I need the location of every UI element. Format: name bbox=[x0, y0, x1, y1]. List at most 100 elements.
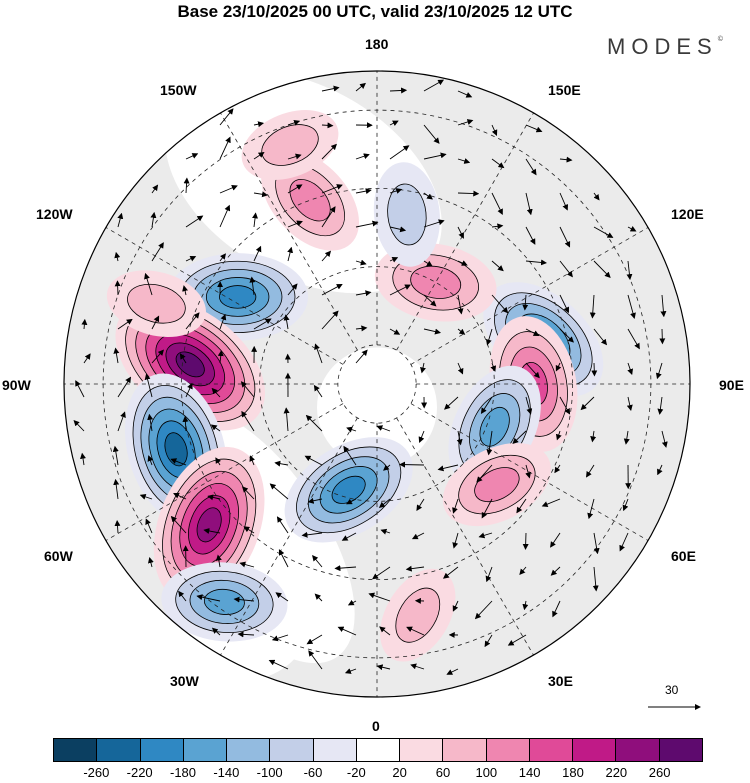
wind-arrow bbox=[147, 557, 154, 568]
wind-arrow bbox=[253, 318, 272, 330]
wind-arrow bbox=[457, 190, 480, 197]
colorbar-bin bbox=[486, 739, 530, 761]
wind-arrow bbox=[355, 82, 366, 92]
wind-arrow bbox=[661, 430, 668, 448]
anomaly-contour bbox=[218, 285, 257, 309]
wind-arrow bbox=[252, 212, 259, 228]
wind-arrow bbox=[321, 184, 343, 194]
wind-arrow bbox=[117, 212, 124, 228]
wind-arrow bbox=[525, 396, 533, 415]
wind-arrow bbox=[185, 312, 200, 330]
wind-arrow bbox=[623, 430, 630, 445]
wind-arrow bbox=[559, 192, 569, 211]
wind-arrow bbox=[383, 464, 391, 471]
wind-arrow bbox=[287, 283, 298, 296]
wind-arrow bbox=[341, 532, 357, 541]
wind-arrow bbox=[185, 255, 197, 262]
wind-arrow bbox=[249, 276, 256, 296]
wind-arrow bbox=[253, 151, 265, 160]
wind-arrow bbox=[287, 153, 302, 160]
anomaly-contour bbox=[203, 588, 245, 615]
wind-arrow bbox=[355, 290, 372, 297]
wind-arrow bbox=[344, 668, 357, 674]
wind-arrow bbox=[274, 460, 289, 467]
colorbar-tick-label: 220 bbox=[605, 765, 628, 780]
wind-arrow bbox=[627, 226, 637, 232]
wind-arrow bbox=[516, 498, 527, 514]
colorbar-tick-label: -60 bbox=[303, 765, 323, 780]
wind-arrow bbox=[593, 328, 608, 346]
colorbar-tick-label: 180 bbox=[562, 765, 584, 780]
wind-arrow bbox=[170, 515, 187, 534]
wind-arrow bbox=[233, 596, 255, 603]
wind-arrow bbox=[114, 280, 121, 296]
wind-arrow bbox=[313, 384, 323, 398]
wind-arrow bbox=[590, 430, 597, 443]
wind-arrow bbox=[593, 260, 611, 279]
wind-arrow bbox=[474, 600, 493, 620]
wind-arrow bbox=[346, 426, 357, 433]
colorbar-bin bbox=[183, 739, 228, 761]
colorbar-tick-label: -260 bbox=[83, 765, 110, 780]
wind-arrow bbox=[389, 120, 399, 126]
wind-arrow bbox=[485, 328, 493, 346]
wind-arrow bbox=[219, 185, 238, 194]
wind-arrow bbox=[655, 362, 663, 380]
lon-label-0: 0 bbox=[372, 718, 380, 734]
wind-arrow bbox=[219, 108, 234, 126]
colorbar-bin bbox=[356, 739, 401, 761]
colorbar-bin bbox=[659, 739, 702, 761]
lon-label-150w: 150W bbox=[160, 82, 197, 98]
wind-arrow bbox=[627, 294, 636, 319]
lon-label-30e: 30E bbox=[548, 673, 573, 689]
wind-arrow bbox=[314, 593, 323, 602]
wind-arrow bbox=[593, 192, 600, 201]
lon-label-30w: 30W bbox=[170, 673, 199, 689]
wind-arrow bbox=[410, 663, 425, 670]
wind-arrow bbox=[75, 380, 85, 398]
colorbar-tick-label: -140 bbox=[213, 765, 240, 780]
wind-arrow bbox=[182, 285, 188, 296]
wind-arrow bbox=[660, 294, 667, 318]
wind-arrow bbox=[657, 464, 663, 476]
wind-arrow bbox=[452, 600, 459, 612]
map-disc-border bbox=[63, 70, 691, 698]
wind-arrow bbox=[151, 349, 164, 364]
wind-arrow bbox=[452, 532, 459, 549]
colorbar-bin bbox=[400, 739, 444, 761]
wind-arrow bbox=[481, 498, 493, 519]
wind-arrow bbox=[491, 260, 504, 272]
meridian bbox=[105, 227, 344, 365]
wind-arrow bbox=[83, 353, 91, 364]
wind-arrow bbox=[423, 152, 447, 160]
positive-anomaly-hawaii bbox=[241, 110, 339, 180]
wind-arrow bbox=[217, 350, 224, 364]
polar-map bbox=[63, 70, 701, 710]
wind-arrow bbox=[491, 124, 498, 136]
wind-arrow bbox=[593, 226, 614, 238]
lon-label-60w: 60W bbox=[44, 548, 73, 564]
colorbar-tick-label: -20 bbox=[346, 765, 366, 780]
wind-arrow bbox=[283, 407, 290, 432]
wind-arrow bbox=[444, 396, 459, 410]
wind-arrow bbox=[619, 532, 629, 552]
wind-arrow bbox=[593, 532, 600, 555]
negative-anomaly-greenland-sea bbox=[284, 437, 413, 543]
wind-arrow bbox=[559, 156, 573, 163]
wind-arrow bbox=[287, 220, 303, 228]
wind-arrow bbox=[622, 498, 629, 512]
wind-arrow bbox=[150, 211, 157, 228]
wind-arrow bbox=[484, 634, 493, 648]
wind-arrow bbox=[442, 566, 459, 579]
wind-arrow bbox=[113, 478, 120, 500]
graticule bbox=[64, 71, 690, 697]
wind-arrow bbox=[405, 565, 425, 572]
wind-arrow bbox=[380, 528, 391, 535]
wind-arrow bbox=[287, 119, 301, 126]
wind-arrow bbox=[210, 424, 221, 432]
wind-arrow bbox=[287, 184, 303, 194]
wind-arrow bbox=[559, 396, 571, 415]
wind-arrow bbox=[457, 90, 473, 98]
wind-arrow bbox=[219, 313, 227, 330]
wind-arrow bbox=[491, 158, 505, 169]
